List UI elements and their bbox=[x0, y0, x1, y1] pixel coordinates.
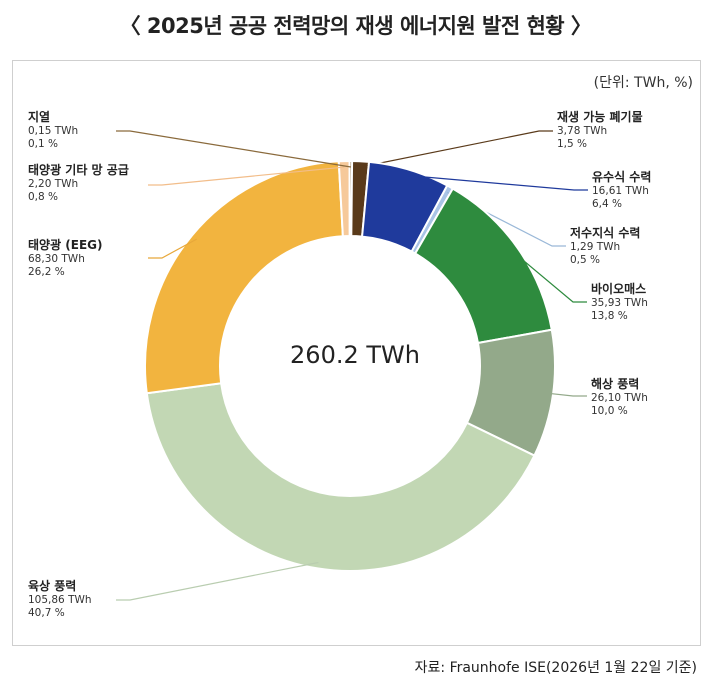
legend-label-offshore-wind: 해상 풍력 26,10 TWh 10,0 % bbox=[591, 377, 648, 418]
leader-line-6 bbox=[148, 238, 197, 259]
legend-value: 0,15 TWh bbox=[28, 125, 79, 137]
legend-label-geothermal: 지열 0,15 TWh 0,1 % bbox=[28, 110, 78, 151]
legend-name: 태양광 (EEG) bbox=[28, 238, 103, 252]
legend-label-waste: 재생 가능 폐기물 3,78 TWh 1,5 % bbox=[557, 110, 643, 151]
legend-name: 재생 가능 폐기물 bbox=[557, 110, 643, 124]
chart-title: 〈 2025년 공공 전력망의 재생 에너지원 발전 현황 〉 bbox=[119, 14, 592, 38]
legend-value: 1,29 TWh bbox=[570, 241, 621, 253]
legend-value: 105,86 TWh bbox=[28, 594, 92, 606]
legend-name: 태양광 기타 망 공급 bbox=[28, 163, 129, 177]
legend-name: 육상 풍력 bbox=[28, 579, 77, 593]
leader-line-3 bbox=[512, 251, 587, 303]
legend-label-solar-other: 태양광 기타 망 공급 2,20 TWh 0,8 % bbox=[28, 163, 148, 204]
legend-label-solar-eeg: 태양광 (EEG) 68,30 TWh 26,2 % bbox=[28, 238, 103, 279]
legend-percent: 0,8 % bbox=[28, 191, 59, 203]
leader-line-4 bbox=[547, 392, 587, 397]
legend-value: 2,20 TWh bbox=[28, 178, 79, 190]
legend-percent: 1,5 % bbox=[557, 138, 588, 150]
legend-value: 3,78 TWh bbox=[557, 125, 608, 137]
center-total-label: 260.2 TWh bbox=[290, 341, 420, 369]
legend-value: 68,30 TWh bbox=[28, 253, 85, 265]
legend-name: 바이오매스 bbox=[591, 282, 647, 296]
leader-line-5 bbox=[116, 561, 319, 601]
legend-label-onshore-wind: 육상 풍력 105,86 TWh 40,7 % bbox=[28, 579, 92, 620]
slice-6 bbox=[144, 160, 344, 395]
legend-percent: 0,5 % bbox=[570, 254, 601, 266]
source-note: 자료: Fraunhofe ISE(2026년 1월 22일 기준) bbox=[414, 660, 697, 676]
legend-value: 26,10 TWh bbox=[591, 392, 648, 404]
leader-line-0 bbox=[359, 130, 553, 168]
legend-value: 35,93 TWh bbox=[591, 297, 648, 309]
leader-line-8 bbox=[116, 130, 351, 168]
legend-name: 유수식 수력 bbox=[592, 170, 652, 184]
leader-line-1 bbox=[407, 174, 588, 191]
legend-name: 해상 풍력 bbox=[591, 377, 640, 391]
legend-label-run-of-river: 유수식 수력 16,61 TWh 6,4 % bbox=[592, 170, 651, 211]
legend-percent: 40,7 % bbox=[28, 607, 65, 619]
legend-percent: 0,1 % bbox=[28, 138, 59, 150]
unit-label: (단위: TWh, %) bbox=[593, 75, 693, 91]
legend-label-biomass: 바이오매스 35,93 TWh 13,8 % bbox=[591, 282, 648, 323]
legend-percent: 10,0 % bbox=[591, 405, 628, 417]
legend-value: 16,61 TWh bbox=[592, 185, 649, 197]
legend-percent: 26,2 % bbox=[28, 266, 65, 278]
slice-8 bbox=[348, 159, 354, 238]
leader-line-7 bbox=[148, 166, 345, 186]
legend-name: 저수지식 수력 bbox=[570, 226, 641, 240]
legend-percent: 13,8 % bbox=[591, 310, 628, 322]
legend-label-reservoir: 저수지식 수력 1,29 TWh 0,5 % bbox=[570, 226, 640, 267]
legend-percent: 6,4 % bbox=[592, 198, 623, 210]
legend-name: 지열 bbox=[28, 110, 51, 124]
slice-5 bbox=[145, 382, 536, 572]
